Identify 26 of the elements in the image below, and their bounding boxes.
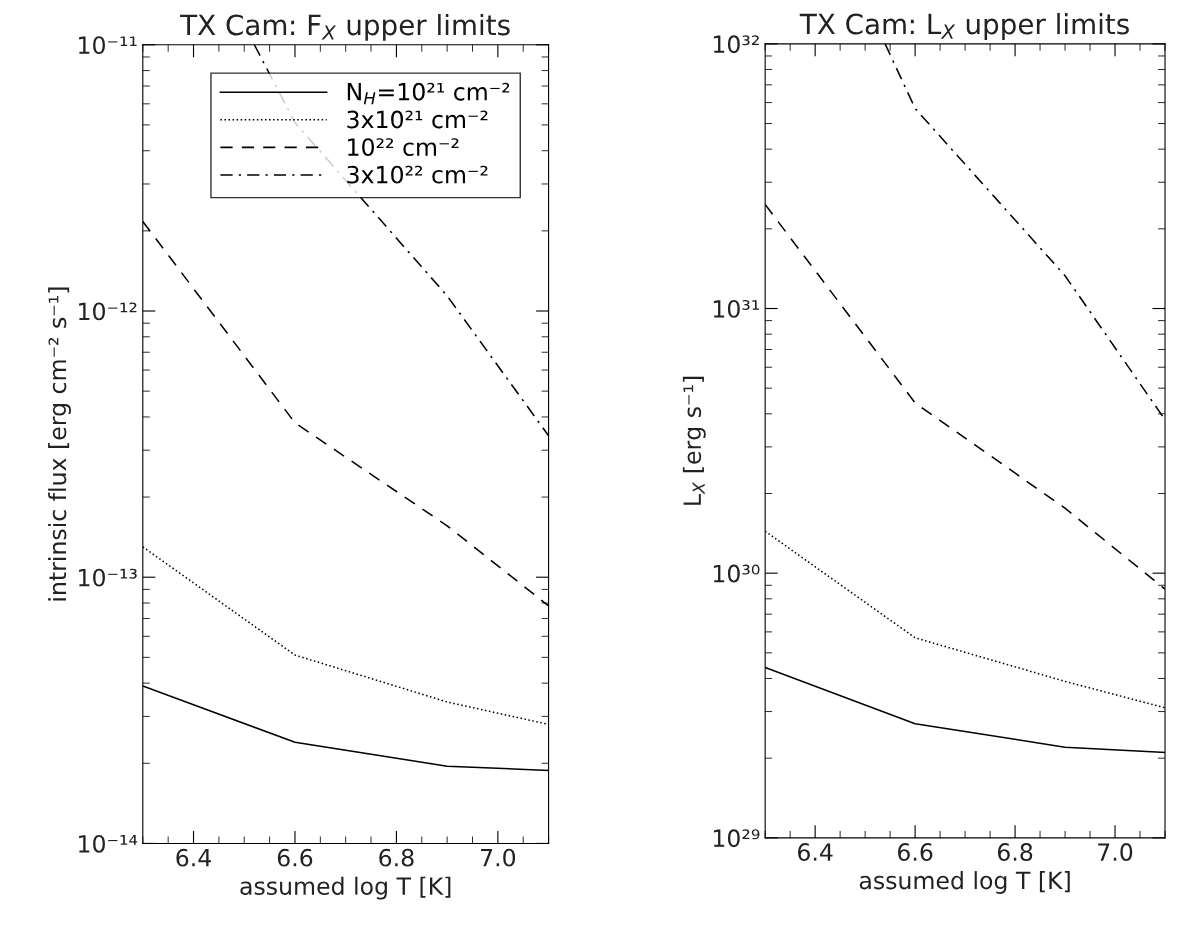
x-tick-label: 6.8 bbox=[379, 848, 414, 867]
y-tick-label: 10³² bbox=[713, 35, 759, 54]
x-tick-label: 6.6 bbox=[897, 843, 933, 861]
legend-label: 3x10²² cm⁻² bbox=[347, 165, 488, 184]
y-tick-label: 10⁻¹³ bbox=[79, 568, 137, 587]
legend-label: 10²² cm⁻² bbox=[348, 138, 459, 156]
x-axis-title: assumed log T [K] bbox=[240, 876, 451, 900]
x-tick-label: 7.0 bbox=[1098, 843, 1133, 861]
x-tick-label: 7.0 bbox=[481, 848, 516, 867]
y-tick-label: 10³⁰ bbox=[713, 564, 760, 583]
y-tick-label: 10²⁹ bbox=[713, 829, 760, 848]
y-axis-title: L$_{X}$ [erg s⁻¹] bbox=[682, 376, 706, 505]
x-tick-label: 6.8 bbox=[997, 843, 1033, 861]
chart-title: TX Cam: F$_{X}$ upper limits bbox=[180, 13, 510, 41]
chart-title: TX Cam: L$_{X}$ upper limits bbox=[799, 13, 1129, 40]
x-tick-label: 6.4 bbox=[176, 848, 211, 867]
x-axis-title: assumed log T [K] bbox=[859, 871, 1070, 894]
x-tick-label: 6.6 bbox=[277, 848, 313, 867]
y-tick-label: 10⁻¹² bbox=[79, 302, 137, 321]
y-axis-title: intrinsic flux [erg cm⁻² s⁻¹] bbox=[48, 287, 71, 601]
y-tick-label: 10³¹ bbox=[713, 299, 760, 318]
x-tick-label: 6.4 bbox=[798, 843, 833, 861]
y-tick-label: 10⁻¹⁴ bbox=[79, 834, 138, 853]
legend-label: N$_{H}$=10²¹ cm⁻² bbox=[347, 82, 510, 105]
legend-label: 3x10²¹ cm⁻² bbox=[347, 110, 488, 129]
y-tick-label: 10⁻¹¹ bbox=[79, 36, 137, 55]
